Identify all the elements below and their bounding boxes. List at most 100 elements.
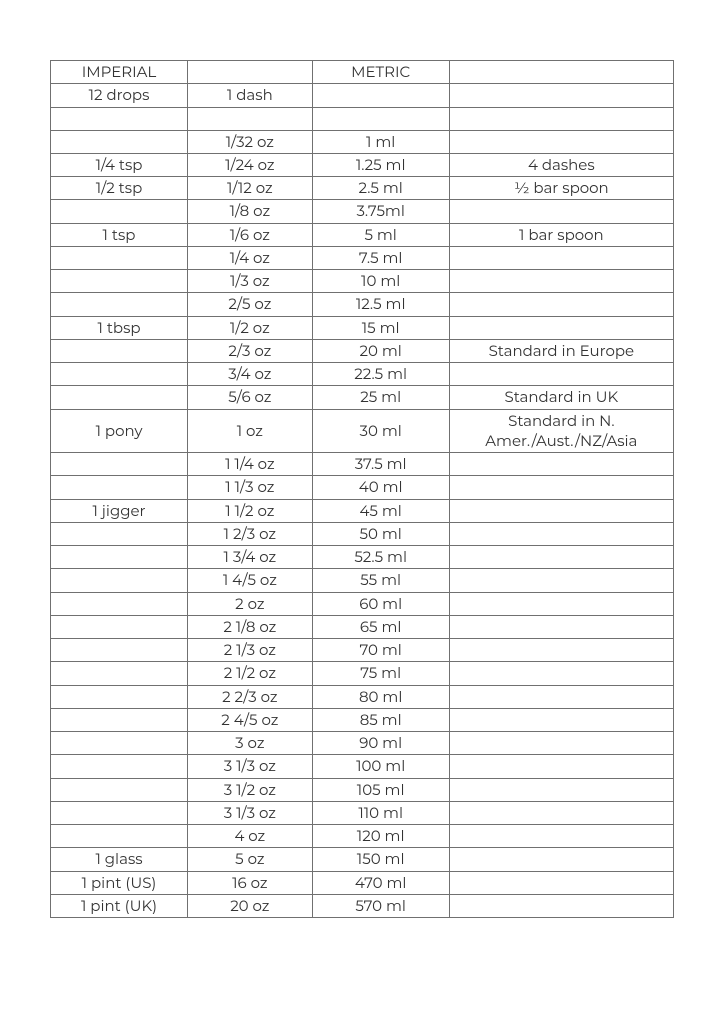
cell: 1 1/3 oz: [188, 476, 313, 499]
table-row: 1/8 oz3.75ml: [51, 200, 674, 223]
cell: 1 4/5 oz: [188, 569, 313, 592]
table-row: 1 4/5 oz55 ml: [51, 569, 674, 592]
cell: 10 ml: [312, 270, 449, 293]
cell: 25 ml: [312, 386, 449, 409]
table-row: 3/4 oz22.5 ml: [51, 363, 674, 386]
cell: 1 pint (US): [51, 871, 188, 894]
cell: [51, 778, 188, 801]
cell: [449, 825, 673, 848]
cell: [449, 801, 673, 824]
cell: 1 pony: [51, 409, 188, 453]
cell: Standard in UK: [449, 386, 673, 409]
cell: [51, 386, 188, 409]
cell: 2 oz: [188, 592, 313, 615]
cell: [449, 246, 673, 269]
table-row: 1 3/4 oz52.5 ml: [51, 546, 674, 569]
cell: [51, 200, 188, 223]
cell: [51, 732, 188, 755]
table-row: 12 drops1 dash: [51, 84, 674, 107]
cell: [51, 755, 188, 778]
cell: 15 ml: [312, 316, 449, 339]
cell: [51, 363, 188, 386]
col-header-metric: METRIC: [312, 61, 449, 84]
cell: 1/6 oz: [188, 223, 313, 246]
cell: [51, 569, 188, 592]
cell: 1 oz: [188, 409, 313, 453]
cell: [51, 270, 188, 293]
cell: [51, 708, 188, 731]
cell: [449, 476, 673, 499]
cell: 2 4/5 oz: [188, 708, 313, 731]
cell: 3.75ml: [312, 200, 449, 223]
cell: 90 ml: [312, 732, 449, 755]
cell: [51, 246, 188, 269]
cell: 2 1/3 oz: [188, 639, 313, 662]
table-row: 2 oz60 ml: [51, 592, 674, 615]
cell: 1 ml: [312, 130, 449, 153]
cell: 80 ml: [312, 685, 449, 708]
cell: 1/3 oz: [188, 270, 313, 293]
cell: [449, 293, 673, 316]
cell: [312, 84, 449, 107]
cell: 45 ml: [312, 499, 449, 522]
cell: 105 ml: [312, 778, 449, 801]
cell: [51, 592, 188, 615]
cell: Standard in N. Amer./Aust./NZ/Asia: [449, 409, 673, 453]
cell: [51, 615, 188, 638]
cell: [449, 685, 673, 708]
cell: 55 ml: [312, 569, 449, 592]
table-row: 2/5 oz12.5 ml: [51, 293, 674, 316]
cell: [51, 339, 188, 362]
table-row: 1 pint (US)16 oz470 ml: [51, 871, 674, 894]
cell: 1 1/4 oz: [188, 453, 313, 476]
cell: 1 tbsp: [51, 316, 188, 339]
cell: 4 oz: [188, 825, 313, 848]
cell: 110 ml: [312, 801, 449, 824]
table-row: 3 1/2 oz105 ml: [51, 778, 674, 801]
table-row: 1 pint (UK)20 oz570 ml: [51, 894, 674, 917]
cell: [449, 522, 673, 545]
table-row: 1/2 tsp1/12 oz2.5 ml½ bar spoon: [51, 177, 674, 200]
cell: 4 dashes: [449, 153, 673, 176]
table-row: 1 2/3 oz50 ml: [51, 522, 674, 545]
col-header-oz: [188, 61, 313, 84]
cell: [51, 685, 188, 708]
col-header-imperial: IMPERIAL: [51, 61, 188, 84]
cell: 1 1/2 oz: [188, 499, 313, 522]
cell: 2.5 ml: [312, 177, 449, 200]
cell: 1/2 oz: [188, 316, 313, 339]
cell: [51, 522, 188, 545]
cell: [449, 778, 673, 801]
cell: 20 ml: [312, 339, 449, 362]
cell: 1 glass: [51, 848, 188, 871]
cell: 37.5 ml: [312, 453, 449, 476]
cell: 1 dash: [188, 84, 313, 107]
cell: [449, 453, 673, 476]
cell: 5/6 oz: [188, 386, 313, 409]
cell: 75 ml: [312, 662, 449, 685]
cell: [449, 615, 673, 638]
table-row: [51, 107, 674, 130]
cell: 1/8 oz: [188, 200, 313, 223]
table-row: 3 oz90 ml: [51, 732, 674, 755]
cell: 1 pint (UK): [51, 894, 188, 917]
cell: [449, 592, 673, 615]
table-row: 5/6 oz25 mlStandard in UK: [51, 386, 674, 409]
cell: 150 ml: [312, 848, 449, 871]
cell: [449, 546, 673, 569]
col-header-notes: [449, 61, 673, 84]
cell: 570 ml: [312, 894, 449, 917]
cell: [51, 662, 188, 685]
cell: 1/4 oz: [188, 246, 313, 269]
table-row: 2/3 oz20 mlStandard in Europe: [51, 339, 674, 362]
cell: 2 1/2 oz: [188, 662, 313, 685]
cell: [449, 200, 673, 223]
cell: 52.5 ml: [312, 546, 449, 569]
table-row: 1 glass5 oz150 ml: [51, 848, 674, 871]
cell: 5 ml: [312, 223, 449, 246]
table-row: 3 1/3 oz110 ml: [51, 801, 674, 824]
cell: [449, 755, 673, 778]
table-body: 12 drops1 dash1/32 oz1 ml1/4 tsp1/24 oz1…: [51, 84, 674, 918]
cell: [449, 708, 673, 731]
table-row: 2 4/5 oz85 ml: [51, 708, 674, 731]
